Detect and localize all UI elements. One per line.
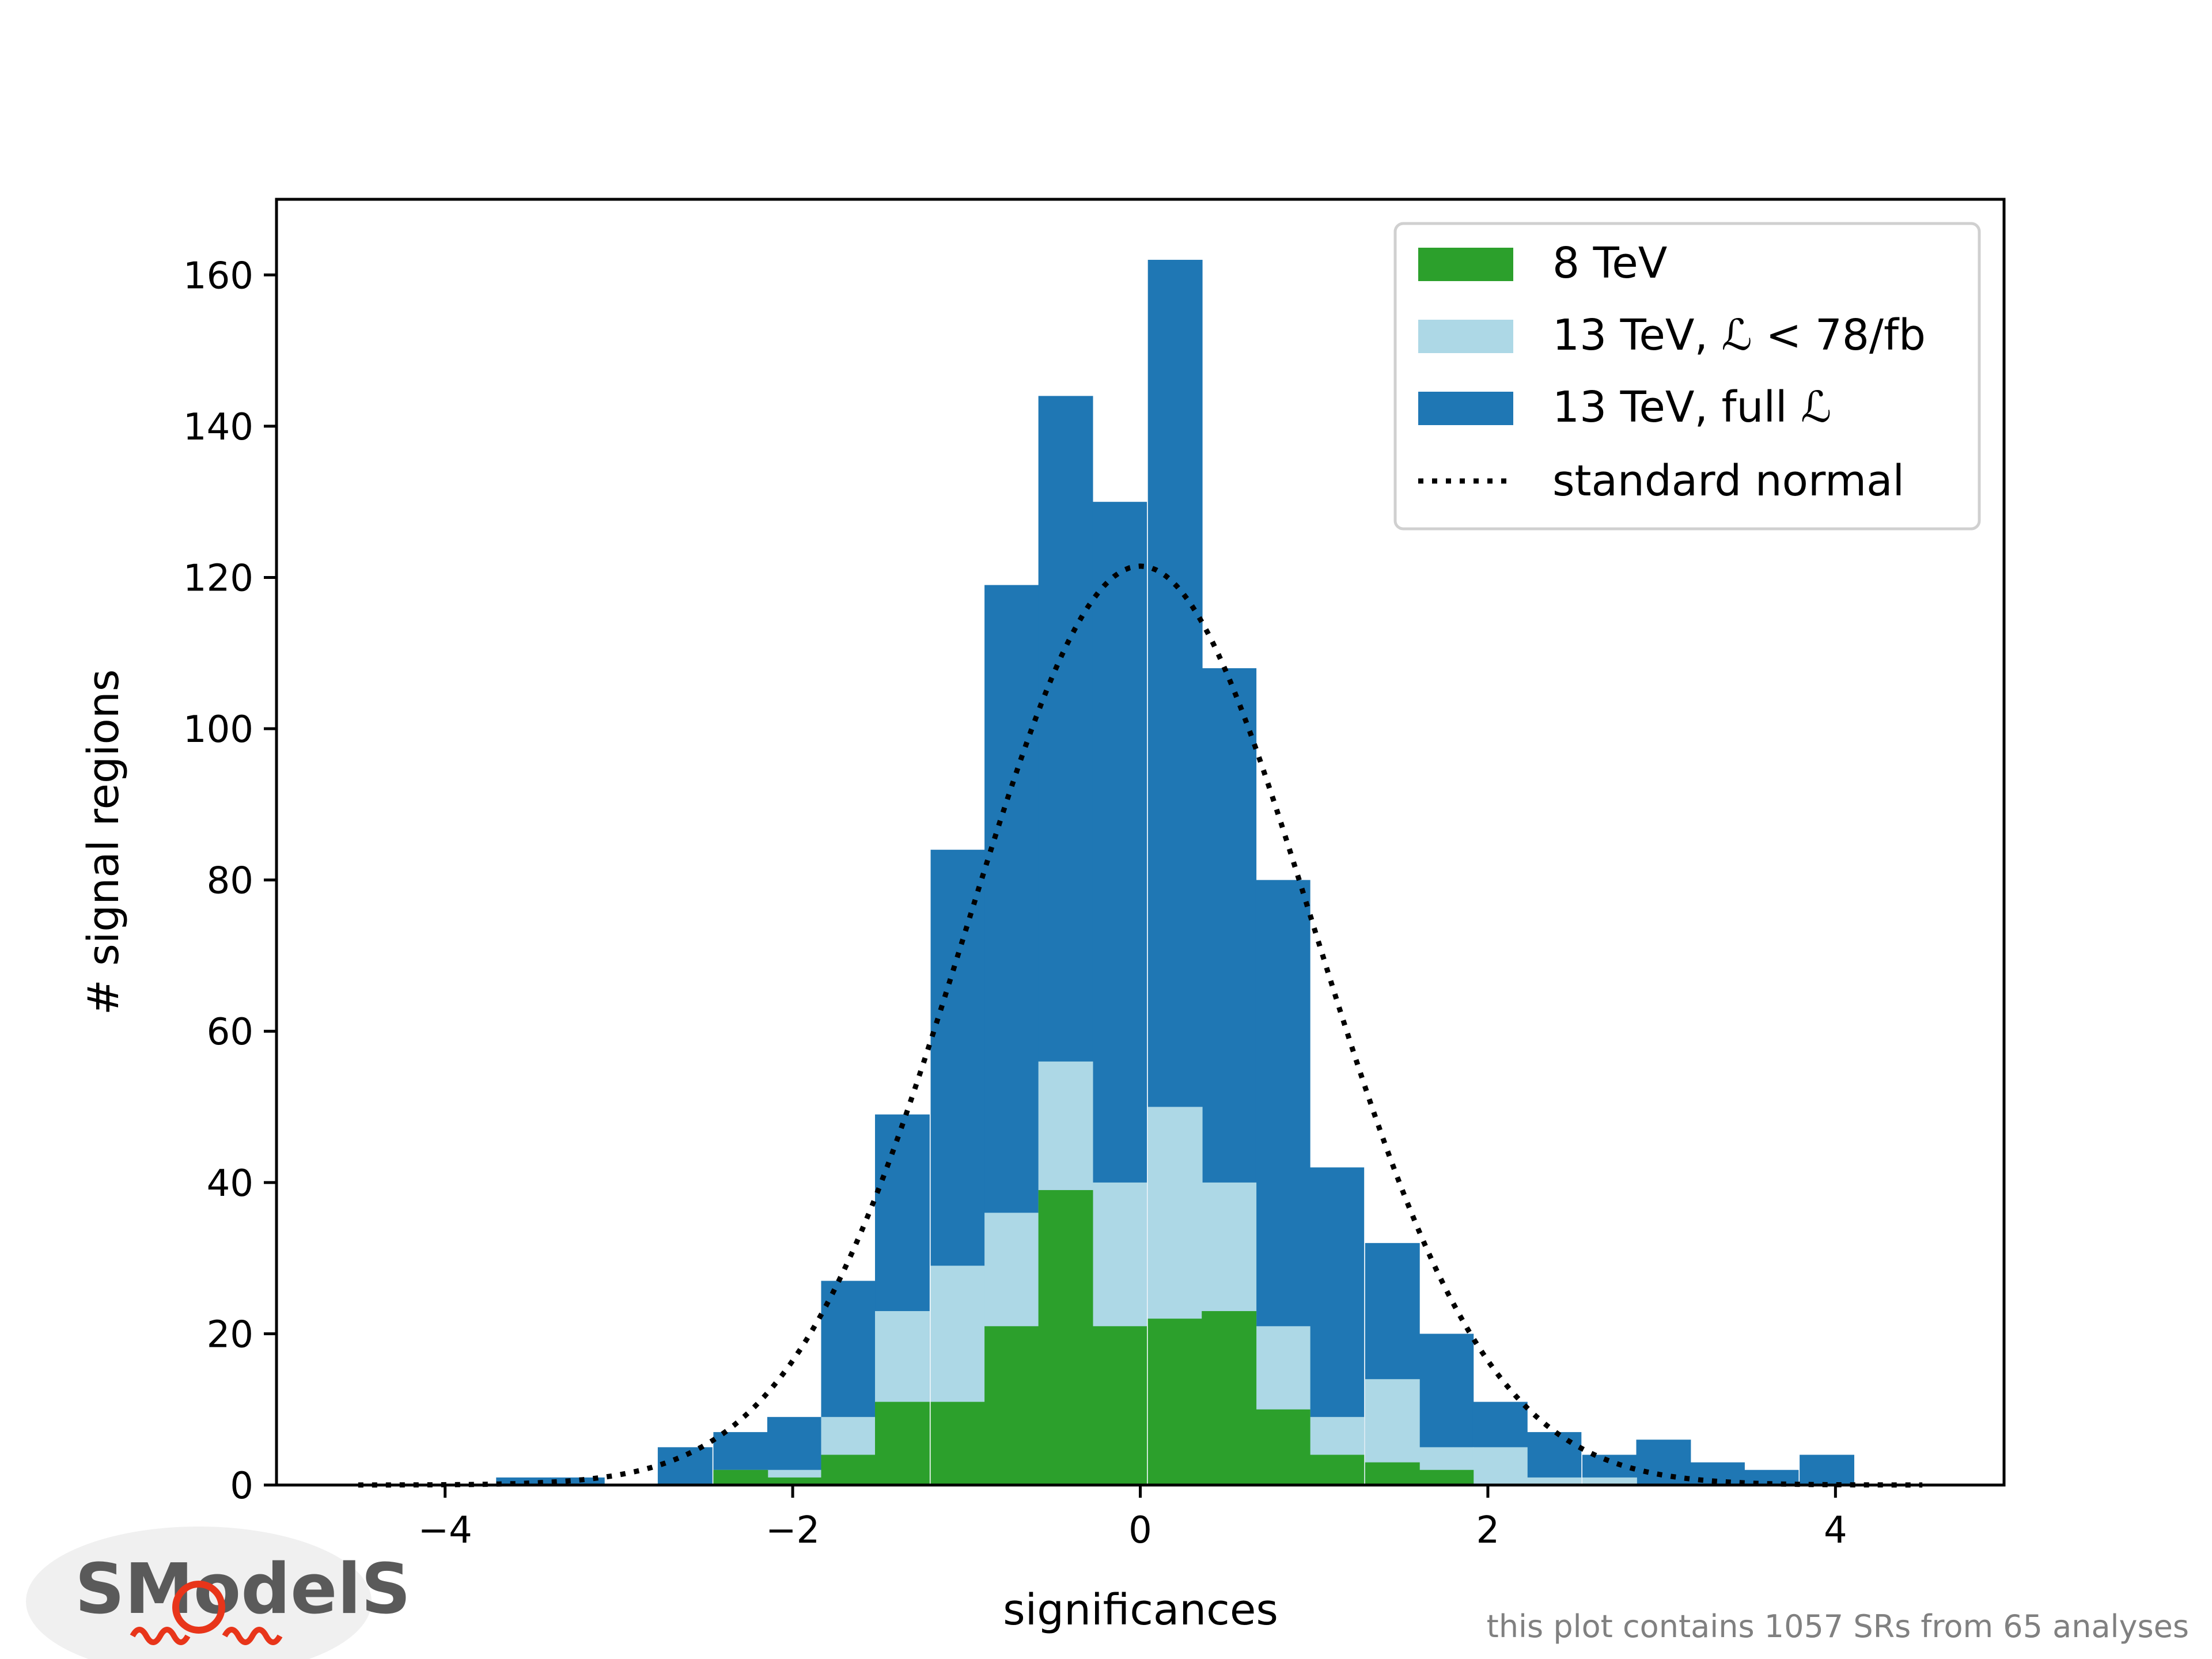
legend: 8 TeV 13 TeV, ℒ < 78/fb 13 TeV, full ℒ s… — [1393, 222, 1981, 531]
smodels-logo: SModelS — [26, 1527, 411, 1659]
y-tick-label-2: 40 — [207, 1162, 253, 1205]
legend-swatch-13tev-partial — [1418, 320, 1513, 353]
logo-word-cloud — [26, 1527, 372, 1659]
bar-13-tev-full-1 — [550, 1477, 605, 1485]
bar-8-tev-14 — [1255, 1409, 1310, 1485]
legend-label-normal: standard normal — [1552, 456, 1904, 506]
bar-13-tev-78-fb-20 — [1582, 1477, 1637, 1485]
bar-8-tev-9 — [984, 1326, 1039, 1485]
logo-wave-icon — [130, 1627, 283, 1645]
x-tick-label-0: −4 — [418, 1509, 472, 1552]
bar-13-tev-78-fb-19 — [1527, 1477, 1582, 1485]
y-tick-label-5: 100 — [183, 709, 253, 751]
x-axis-title: significances — [1003, 1585, 1278, 1635]
legend-label-13tev-partial: 13 TeV, ℒ < 78/fb — [1552, 310, 1926, 360]
y-tick-label-6: 120 — [183, 557, 253, 600]
bar-8-tev-11 — [1092, 1326, 1147, 1485]
bar-8-tev-6 — [821, 1455, 876, 1485]
legend-label-8tev: 8 TeV — [1552, 238, 1668, 288]
bar-8-tev-4 — [713, 1469, 768, 1485]
bar-13-tev-full-19 — [1527, 1432, 1582, 1485]
bar-8-tev-12 — [1147, 1319, 1203, 1485]
bar-13-tev-78-fb-18 — [1472, 1447, 1528, 1485]
legend-swatch-13tev-full — [1418, 392, 1513, 425]
y-tick-label-0: 0 — [230, 1465, 253, 1508]
y-tick-label-1: 20 — [207, 1313, 253, 1356]
x-tick-label-3: 2 — [1476, 1509, 1500, 1552]
bar-13-tev-full-3 — [657, 1447, 713, 1485]
normal-curve-layer — [358, 563, 1923, 1488]
bar-8-tev-16 — [1365, 1462, 1420, 1485]
bar-8-tev-15 — [1309, 1455, 1365, 1485]
logo-text: SModelS — [75, 1550, 411, 1630]
footnote: this plot contains 1057 SRs from 65 anal… — [1487, 1608, 2189, 1645]
bar-8-tev-10 — [1038, 1190, 1093, 1485]
bar-8-tev-13 — [1202, 1311, 1257, 1485]
bar-13-tev-full-0 — [496, 1477, 551, 1485]
x-tick-label-4: 4 — [1824, 1509, 1847, 1552]
bar-13-tev-full-24 — [1800, 1455, 1854, 1485]
bar-8-tev-7 — [875, 1402, 930, 1485]
bar-13-tev-full-21 — [1636, 1440, 1691, 1485]
bar-8-tev-8 — [930, 1402, 986, 1485]
bars-layer — [496, 260, 1854, 1485]
y-tick-label-4: 80 — [207, 860, 253, 903]
y-tick-label-8: 160 — [183, 255, 253, 297]
logo-circle-icon — [172, 1581, 225, 1634]
standard-normal-curve — [358, 563, 1923, 1488]
bar-8-tev-17 — [1419, 1469, 1474, 1485]
y-tick-label-3: 60 — [207, 1011, 253, 1054]
legend-label-13tev-full: 13 TeV, full ℒ — [1552, 382, 1831, 432]
legend-swatch-8tev — [1418, 248, 1513, 281]
legend-box — [1393, 222, 1981, 531]
bar-8-tev-5 — [767, 1477, 822, 1485]
x-tick-label-2: 0 — [1128, 1509, 1152, 1552]
y-tick-label-7: 140 — [183, 406, 253, 449]
x-tick-label-1: −2 — [766, 1509, 820, 1552]
y-axis-title: # signal regions — [79, 669, 128, 1016]
